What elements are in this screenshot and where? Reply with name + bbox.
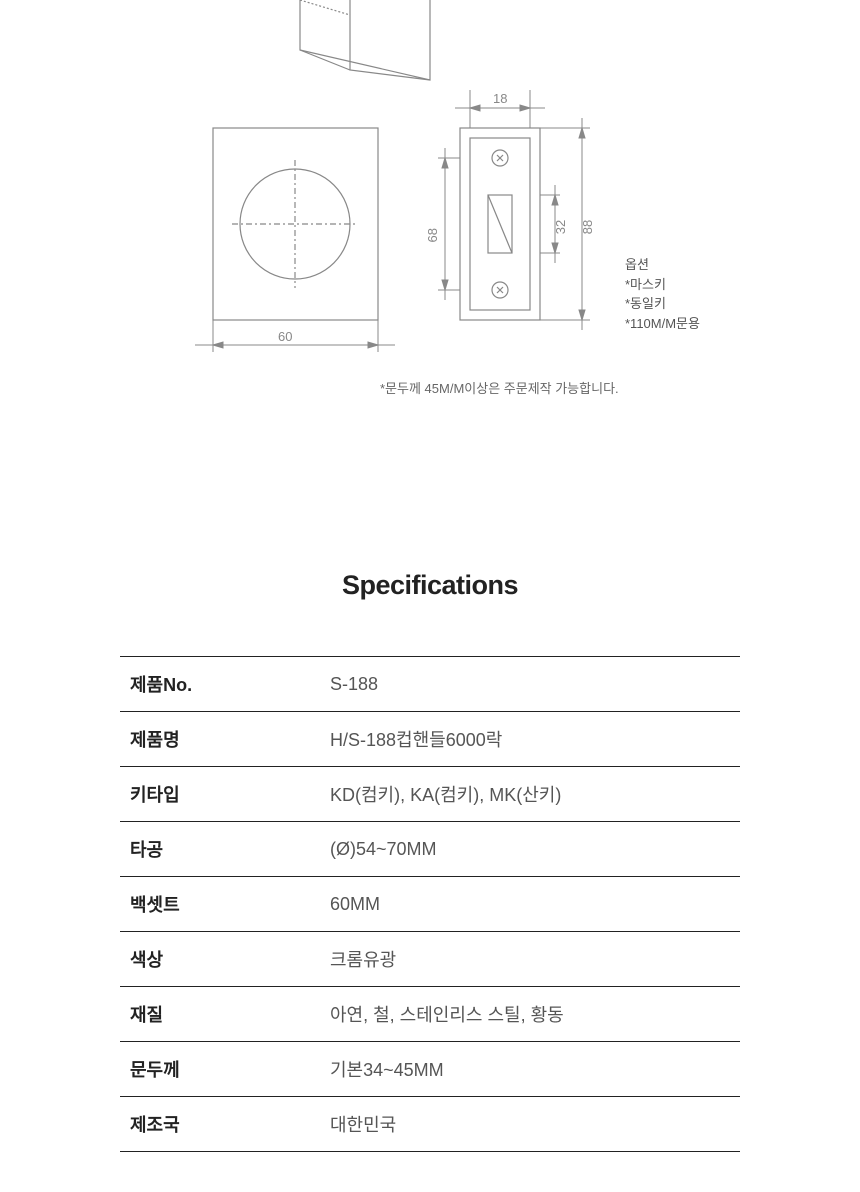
- option-line2: *동일키: [625, 294, 700, 314]
- bottom-note: *문두께 45M/M이상은 주문제작 가능합니다.: [380, 378, 619, 397]
- spec-label: 타공: [120, 822, 320, 877]
- table-row: 제조국대한민국: [120, 1097, 740, 1152]
- table-row: 문두께기본34~45MM: [120, 1042, 740, 1097]
- spec-label: 키타입: [120, 767, 320, 822]
- spec-value: 60MM: [320, 877, 740, 932]
- spec-value: 기본34~45MM: [320, 1042, 740, 1097]
- spec-value: 크롬유광: [320, 932, 740, 987]
- spec-label: 백셋트: [120, 877, 320, 932]
- option-title: 옵션: [625, 255, 700, 275]
- spec-value: 아연, 철, 스테인리스 스틸, 황동: [320, 987, 740, 1042]
- spec-label: 제조국: [120, 1097, 320, 1152]
- spec-value: KD(컴키), KA(컴키), MK(산키): [320, 767, 740, 822]
- table-row: 색상크롬유광: [120, 932, 740, 987]
- option-line1: *마스키: [625, 275, 700, 295]
- table-row: 재질아연, 철, 스테인리스 스틸, 황동: [120, 987, 740, 1042]
- spec-label: 제품명: [120, 712, 320, 767]
- spec-label: 색상: [120, 932, 320, 987]
- dim-height-32: 32: [553, 220, 568, 234]
- technical-drawing-svg: 60 18: [0, 0, 860, 400]
- spec-label: 문두께: [120, 1042, 320, 1097]
- specs-title: Specifications: [120, 570, 740, 601]
- option-line3: *110M/M문용: [625, 314, 700, 334]
- spec-value: 대한민국: [320, 1097, 740, 1152]
- dim-top-18: 18: [493, 91, 507, 106]
- spec-value: S-188: [320, 657, 740, 712]
- spec-value: H/S-188컵핸들6000락: [320, 712, 740, 767]
- specifications-section: Specifications 제품No.S-188제품명H/S-188컵핸들60…: [120, 570, 740, 1152]
- spec-label: 제품No.: [120, 657, 320, 712]
- specs-table: 제품No.S-188제품명H/S-188컵핸들6000락키타입KD(컴키), K…: [120, 656, 740, 1152]
- spec-value: (Ø)54~70MM: [320, 822, 740, 877]
- table-row: 백셋트60MM: [120, 877, 740, 932]
- table-row: 키타입KD(컴키), KA(컴키), MK(산키): [120, 767, 740, 822]
- diagram-area: 60 18: [0, 0, 860, 400]
- table-row: 타공(Ø)54~70MM: [120, 822, 740, 877]
- spec-label: 재질: [120, 987, 320, 1042]
- option-block: 옵션 *마스키 *동일키 *110M/M문용: [625, 255, 700, 333]
- table-row: 제품No.S-188: [120, 657, 740, 712]
- dim-height-88: 88: [580, 220, 595, 234]
- dim-height-68: 68: [425, 228, 440, 242]
- table-row: 제품명H/S-188컵핸들6000락: [120, 712, 740, 767]
- dim-width-60: 60: [278, 329, 292, 344]
